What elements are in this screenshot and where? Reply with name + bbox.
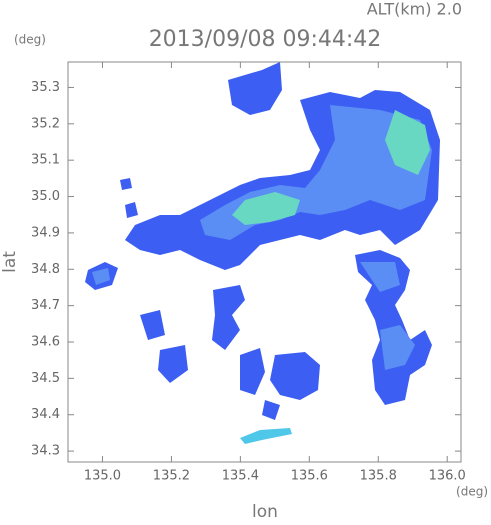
chart-title: 2013/09/08 09:44:42 <box>149 27 382 52</box>
x-tick-label: 135.6 <box>291 469 328 484</box>
x-unit: (deg) <box>456 485 488 499</box>
x-axis-label: lon <box>252 502 278 521</box>
y-tick-label: 34.6 <box>31 335 60 350</box>
y-tick-label: 35.0 <box>31 189 60 204</box>
y-unit: (deg) <box>14 33 46 47</box>
y-tick-label: 34.9 <box>31 225 60 240</box>
y-tick-label: 34.8 <box>31 262 60 277</box>
plot-frame <box>67 61 462 463</box>
x-tick-label: 135.2 <box>153 469 190 484</box>
x-tick-label: 135.8 <box>360 469 397 484</box>
y-tick-label: 34.4 <box>31 407 60 422</box>
y-tick-label: 34.3 <box>31 444 60 459</box>
y-tick-label: 35.2 <box>31 116 60 131</box>
y-tick-label: 35.1 <box>31 153 60 168</box>
x-tick-label: 135.4 <box>222 469 259 484</box>
x-tick-label: 136.0 <box>429 469 466 484</box>
radar-echo <box>85 62 440 444</box>
y-tick-label: 34.5 <box>31 371 60 386</box>
y-tick-label: 35.3 <box>31 80 60 95</box>
x-tick-label: 135.0 <box>84 469 121 484</box>
y-axis-label: lat <box>0 251 20 273</box>
y-tick-label: 34.7 <box>31 298 60 313</box>
annotation: ALT(km) 2.0 <box>367 0 462 19</box>
